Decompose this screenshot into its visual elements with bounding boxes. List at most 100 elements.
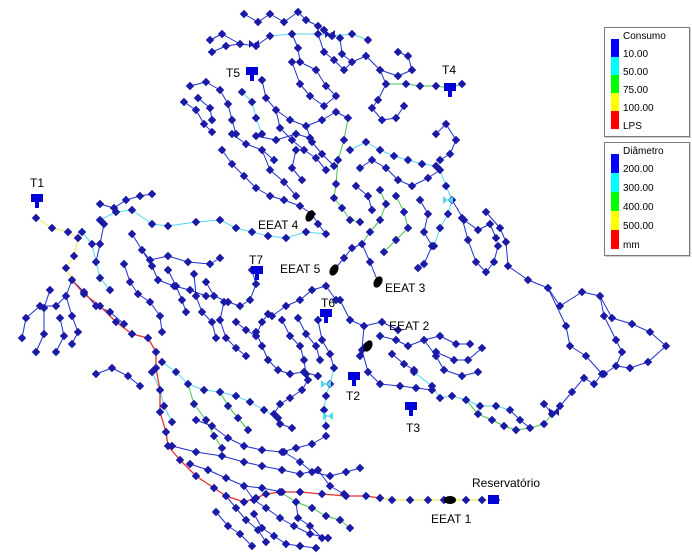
junction-node: [269, 531, 279, 541]
junction-node: [367, 103, 377, 113]
junction-node: [321, 81, 331, 91]
junction-node: [443, 209, 453, 219]
junction-node: [233, 413, 243, 423]
junction-node: [95, 239, 105, 249]
pipe-segment: [547, 287, 603, 385]
junction-node: [499, 421, 509, 431]
junction-node: [301, 121, 311, 131]
junction-node: [331, 295, 341, 305]
junction-node: [361, 51, 371, 61]
junction-node: [561, 321, 571, 331]
junction-node: [105, 285, 115, 295]
junction-node: [611, 361, 621, 371]
junction-node: [67, 275, 77, 285]
junction-node: [331, 91, 341, 101]
junction-node: [223, 99, 233, 109]
junction-node: [241, 325, 251, 335]
junction-node: [565, 341, 575, 351]
junction-node: [155, 407, 165, 417]
junction-node: [241, 351, 251, 361]
junction-node: [251, 113, 261, 123]
legend-diametro-swatch-4: [611, 211, 619, 230]
pipe-segment: [615, 345, 667, 369]
junction-node: [221, 473, 231, 483]
junction-node: [419, 227, 429, 237]
junction-node: [375, 145, 385, 155]
junction-node: [343, 113, 353, 123]
junction-node: [185, 285, 195, 295]
junction-node: [295, 201, 305, 211]
junction-node: [365, 257, 375, 267]
junction-node: [175, 455, 185, 465]
junction-node: [215, 387, 225, 397]
pipe-segment: [551, 377, 585, 415]
junction-node: [265, 9, 275, 19]
pipe-segment: [547, 287, 667, 347]
pump-label-eeat3: EEAT 3: [385, 281, 426, 295]
junction-node: [171, 281, 181, 291]
junction-node: [285, 115, 295, 125]
junction-node: [463, 235, 473, 245]
junction-node: [157, 357, 167, 367]
junction-node: [451, 339, 461, 349]
junction-node: [287, 29, 297, 39]
junction-node: [435, 331, 445, 341]
junction-node: [179, 97, 189, 107]
junction-node: [281, 539, 291, 549]
pipe-segment: [291, 149, 303, 181]
junction-node: [477, 343, 487, 353]
legend-diametro-label-2: 300.00: [623, 183, 654, 194]
junction-node: [377, 115, 387, 125]
junction-node: [221, 491, 231, 501]
pipe-segment: [297, 317, 321, 361]
junction-node: [543, 283, 553, 293]
tank-label-t5: T5: [226, 66, 241, 80]
pipe-segment: [167, 269, 187, 313]
junction-node: [373, 95, 383, 105]
pipe-segment: [95, 367, 141, 387]
junction-node: [257, 317, 267, 327]
valve-icon: [321, 380, 331, 388]
junction-node: [291, 129, 301, 139]
junction-node: [321, 431, 331, 441]
junction-node: [313, 21, 323, 31]
pipe-segment: [435, 347, 483, 361]
pipe-segment: [255, 133, 311, 141]
junction-node: [431, 81, 441, 91]
junction-node: [359, 321, 369, 331]
junction-node: [489, 257, 499, 267]
junction-node: [105, 307, 115, 317]
reservoir-icon: [488, 495, 499, 504]
pipe-segment: [295, 501, 323, 539]
junction-node: [269, 155, 279, 165]
junction-node: [275, 513, 285, 523]
pipe-segment: [151, 371, 173, 423]
junction-node: [471, 257, 481, 267]
junction-node: [331, 179, 341, 189]
junction-node: [285, 369, 295, 379]
junction-node: [253, 17, 263, 27]
junction-node: [303, 375, 313, 385]
junction-node: [393, 71, 403, 81]
junction-node: [197, 307, 207, 317]
junction-node: [163, 251, 173, 261]
junction-node: [363, 367, 373, 377]
junction-node: [217, 451, 227, 461]
junction-node: [301, 329, 311, 339]
junction-node: [219, 297, 229, 307]
reservoir-label: Reservatório: [472, 476, 541, 490]
junction-node: [261, 93, 271, 103]
junction-node: [311, 65, 321, 75]
junction-node: [295, 341, 305, 351]
junction-node: [147, 261, 157, 271]
junction-node: [387, 349, 397, 359]
junction-node: [67, 311, 77, 321]
junction-node: [381, 163, 391, 173]
junction-node: [599, 311, 609, 321]
junction-node: [457, 79, 467, 89]
pipe-segment: [333, 117, 361, 223]
junction-node: [447, 391, 457, 401]
junction-node: [189, 269, 199, 279]
junction-node: [297, 175, 307, 185]
junction-node: [243, 425, 253, 435]
